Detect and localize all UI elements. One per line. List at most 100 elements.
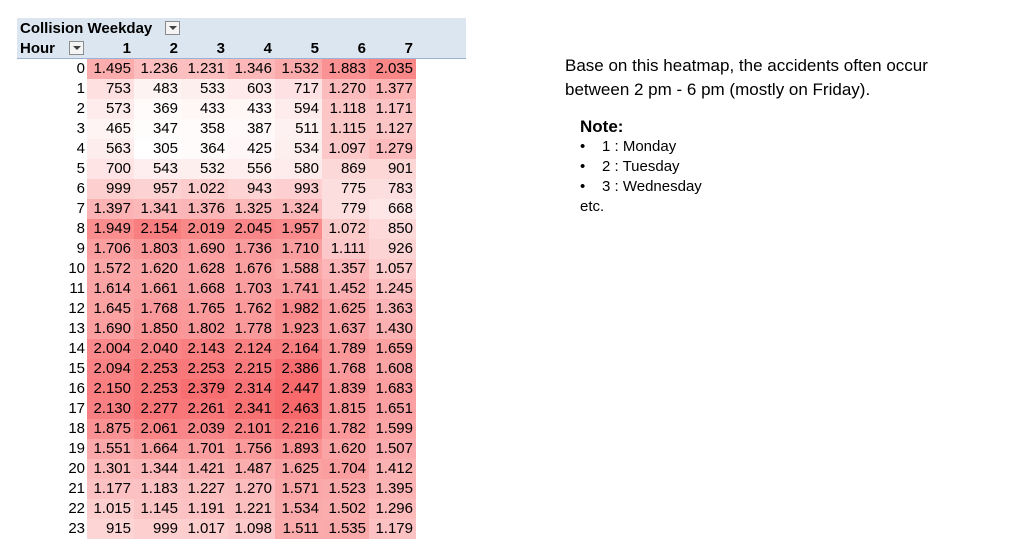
hour-row-label: 23 (17, 519, 85, 539)
heatmap-grid: 0 1.495 1.236 1.231 1.346 1.532 1.883 2.035 1 753… (17, 59, 466, 539)
heatmap-cell: 1.620 (322, 439, 369, 459)
heatmap-cell: 1.625 (322, 299, 369, 319)
note-list: • 1 : Monday • 2 : Tuesday • 3 : Wednesd… (580, 137, 995, 197)
description-line-2: between 2 pm - 6 pm (mostly on Friday). (565, 80, 871, 99)
heatmap-cell: 2.035 (369, 59, 416, 79)
heatmap-cell: 926 (369, 239, 416, 259)
heatmap-cell: 2.019 (181, 219, 228, 239)
collision-weekday-label: Collision Weekday (20, 20, 153, 37)
heatmap-cell: 1.668 (181, 279, 228, 299)
heatmap-cell: 1.957 (275, 219, 322, 239)
heatmap-cell: 779 (322, 199, 369, 219)
heatmap-cell: 993 (275, 179, 322, 199)
heatmap-cell: 869 (322, 159, 369, 179)
heatmap-cell: 1.782 (322, 419, 369, 439)
heatmap-cell: 534 (275, 139, 322, 159)
pivot-column-header-row: Collision Weekday (17, 18, 466, 38)
heatmap-row: 6 999 957 1.022 943 993 775 783 (17, 179, 466, 199)
heatmap-cell: 1.599 (369, 419, 416, 439)
heatmap-cell: 1.097 (322, 139, 369, 159)
heatmap-cell: 1.690 (87, 319, 134, 339)
heatmap-cell: 1.651 (369, 399, 416, 419)
heatmap-cell: 2.124 (228, 339, 275, 359)
bullet-icon: • (580, 178, 586, 195)
heatmap-cell: 1.377 (369, 79, 416, 99)
heatmap-cell: 1.683 (369, 379, 416, 399)
heatmap-cell: 775 (322, 179, 369, 199)
heatmap-cell: 1.397 (87, 199, 134, 219)
heatmap-cell: 957 (134, 179, 181, 199)
heatmap-row: 0 1.495 1.236 1.231 1.346 1.532 1.883 2.035 (17, 59, 466, 79)
heatmap-row: 23 915 999 1.017 1.098 1.511 1.535 1.179 (17, 519, 466, 539)
heatmap-cell: 2.143 (181, 339, 228, 359)
heatmap-cell: 1.325 (228, 199, 275, 219)
heatmap-cell: 1.703 (228, 279, 275, 299)
note-item-text: 3 : Wednesday (602, 178, 702, 195)
heatmap-cell: 2.004 (87, 339, 134, 359)
heatmap-cell: 1.430 (369, 319, 416, 339)
heatmap-cell: 1.341 (134, 199, 181, 219)
heatmap-cell: 2.253 (134, 359, 181, 379)
hour-row-label: 19 (17, 439, 85, 459)
heatmap-row: 21 1.177 1.183 1.227 1.270 1.571 1.523 1.395 (17, 479, 466, 499)
heatmap-cell: 1.487 (228, 459, 275, 479)
notes-panel: Base on this heatmap, the accidents ofte… (565, 54, 995, 217)
hour-row-label: 22 (17, 499, 85, 519)
heatmap-cell: 1.145 (134, 499, 181, 519)
hour-label: Hour (20, 40, 55, 57)
heatmap-cell: 1.710 (275, 239, 322, 259)
note-title: Note: (580, 117, 624, 136)
heatmap-cell: 1.676 (228, 259, 275, 279)
heatmap-cell: 563 (87, 139, 134, 159)
heatmap-cell: 1.551 (87, 439, 134, 459)
heatmap-cell: 1.741 (275, 279, 322, 299)
weekday-column-header: 4 (263, 40, 272, 57)
heatmap-cell: 1.221 (228, 499, 275, 519)
heatmap-cell: 543 (134, 159, 181, 179)
heatmap-row: 15 2.094 2.253 2.253 2.215 2.386 1.768 1.608 (17, 359, 466, 379)
heatmap-cell: 573 (87, 99, 134, 119)
heatmap-cell: 1.502 (322, 499, 369, 519)
heatmap-cell: 1.236 (134, 59, 181, 79)
heatmap-cell: 1.572 (87, 259, 134, 279)
weekday-column-header: 1 (122, 40, 131, 57)
heatmap-row: 4 563 305 364 425 534 1.097 1.279 (17, 139, 466, 159)
note-item-text: 2 : Tuesday (602, 158, 680, 175)
heatmap-cell: 2.040 (134, 339, 181, 359)
heatmap-cell: 2.150 (87, 379, 134, 399)
hour-filter-dropdown-icon[interactable] (69, 41, 84, 55)
heatmap-row: 22 1.015 1.145 1.191 1.221 1.534 1.502 1.296 (17, 499, 466, 519)
heatmap-cell: 783 (369, 179, 416, 199)
hour-row-label: 0 (17, 59, 85, 79)
note-item: • 2 : Tuesday (580, 157, 995, 177)
heatmap-cell: 1.363 (369, 299, 416, 319)
heatmap-row: 12 1.645 1.768 1.765 1.762 1.982 1.625 1.363 (17, 299, 466, 319)
heatmap-cell: 364 (181, 139, 228, 159)
heatmap-cell: 425 (228, 139, 275, 159)
heatmap-cell: 603 (228, 79, 275, 99)
heatmap-cell: 1.875 (87, 419, 134, 439)
hour-row-label: 12 (17, 299, 85, 319)
heatmap-row: 13 1.690 1.850 1.802 1.778 1.923 1.637 1.430 (17, 319, 466, 339)
hour-row-label: 7 (17, 199, 85, 219)
hour-row-label: 16 (17, 379, 85, 399)
heatmap-cell: 465 (87, 119, 134, 139)
hour-row-label: 14 (17, 339, 85, 359)
heatmap-cell: 1.098 (228, 519, 275, 539)
hour-row-label: 17 (17, 399, 85, 419)
heatmap-cell: 2.463 (275, 399, 322, 419)
weekday-filter-dropdown-icon[interactable] (165, 21, 180, 35)
heatmap-cell: 999 (87, 179, 134, 199)
heatmap-cell: 1.893 (275, 439, 322, 459)
heatmap-cell: 1.815 (322, 399, 369, 419)
heatmap-row: 19 1.551 1.664 1.701 1.756 1.893 1.620 1.507 (17, 439, 466, 459)
heatmap-cell: 1.017 (181, 519, 228, 539)
heatmap-cell: 1.532 (275, 59, 322, 79)
hour-row-label: 1 (17, 79, 85, 99)
heatmap-cell: 717 (275, 79, 322, 99)
heatmap-row: 3 465 347 358 387 511 1.115 1.127 (17, 119, 466, 139)
hour-row-label: 21 (17, 479, 85, 499)
heatmap-cell: 2.253 (181, 359, 228, 379)
heatmap-cell: 1.701 (181, 439, 228, 459)
heatmap-row: 14 2.004 2.040 2.143 2.124 2.164 1.789 1.659 (17, 339, 466, 359)
